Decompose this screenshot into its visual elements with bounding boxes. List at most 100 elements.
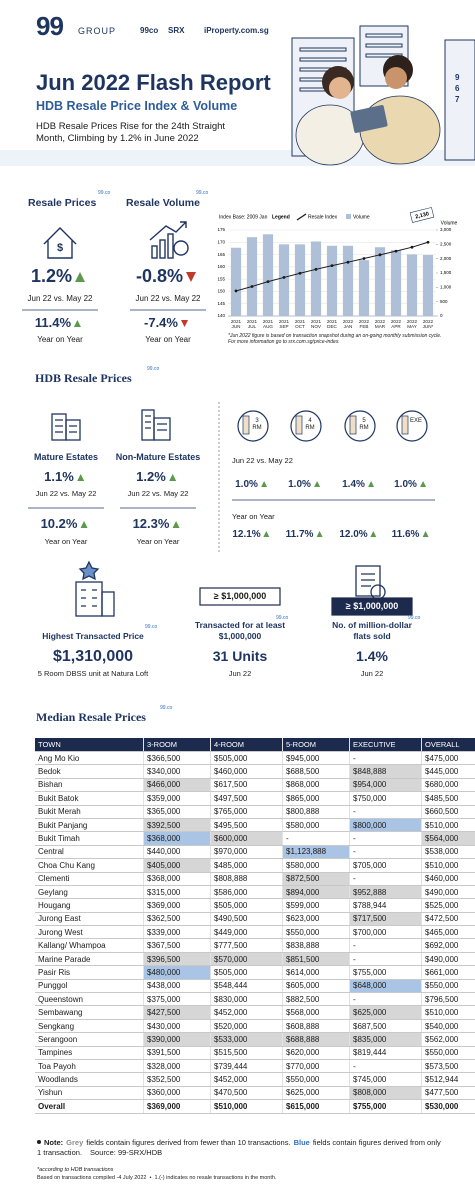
price-cell: $800,000 (349, 818, 422, 833)
price-cell: $550,000 (282, 1072, 350, 1087)
yearly-change-group: 12.3% (132, 516, 184, 532)
x-tick-label: 2021 JUL (246, 319, 258, 330)
price-cell: $625,000 (282, 1086, 350, 1101)
x-tick-label: 2021 NOV (310, 319, 322, 330)
volume-bar (422, 254, 434, 316)
growth-icon (149, 221, 189, 259)
price-cell: $368,000 (143, 872, 211, 886)
table-row: Clementi $368,000 $808,888 $872,500- $460,00… (35, 872, 475, 886)
source-tag: 99.co (276, 615, 289, 621)
legend-line (296, 213, 307, 221)
price-cell: $470,500 (210, 1086, 283, 1101)
y-tick-label: 150 (217, 289, 225, 294)
source-tag: 99.co (196, 190, 209, 196)
price-cell: $505,000 (210, 965, 283, 980)
price-cell: $530,000 (421, 1099, 475, 1114)
price-cell: $533,000 (210, 1032, 283, 1047)
monthly-change: 1.2% (30, 266, 73, 286)
price-cell: $369,000 (143, 898, 211, 913)
price-cell: $838,888 (282, 938, 350, 953)
price-cell: $505,000 (210, 751, 283, 766)
price-cell: $548,444 (210, 979, 283, 994)
yearly-change-group: 10.2% (41, 516, 92, 532)
price-cell: $390,000 (143, 1032, 211, 1047)
price-cell: - (349, 751, 422, 766)
price-cell: $366,500 (143, 751, 211, 766)
legend-swatch (346, 214, 351, 219)
price-cell: $882,500 (282, 992, 350, 1007)
header-row: TOWN 3-ROOM 4-ROOM 5-ROOM EXECUTIVE OVERALL (35, 738, 475, 752)
arrow-shape (74, 320, 82, 327)
report-description: HDB Resale Prices Rise for the 24th Stra… (36, 121, 226, 145)
price-cell: $445,000 (421, 764, 475, 779)
price-cell: $510,000 (421, 858, 475, 873)
arrow-shape (260, 481, 267, 487)
yearly-change: 11.6% (391, 529, 420, 540)
index-point (394, 249, 398, 253)
block-number: 967 (455, 73, 460, 105)
column-header: TOWN (35, 738, 144, 752)
price-cell: $600,000 (210, 831, 283, 846)
price-cell: $573,500 (421, 1059, 475, 1074)
volume-bar (278, 244, 290, 316)
note-text: Blue (293, 1138, 310, 1147)
price-cell: $570,000 (210, 952, 283, 967)
comparison-label: Year on Year (44, 537, 88, 546)
price-cell: $328,000 (143, 1059, 211, 1074)
volume-bar (294, 244, 306, 316)
table-row: Punggol $438,000 $548,444 $605,000 $648,000 $… (35, 979, 475, 994)
town-cell: Bishan (35, 778, 144, 793)
volume-bar (406, 254, 418, 316)
table-row: Woodlands $352,500 $452,000 $550,000 $745,00… (35, 1072, 475, 1087)
index-point (330, 264, 334, 268)
highlight-value: 31 Units (212, 648, 268, 664)
footnote: Based on transactions compiled -4 July 2… (37, 1175, 277, 1181)
table-row: Queenstown $375,000 $830,000 $882,500- $796,… (35, 992, 475, 1007)
price-cell: $945,000 (282, 751, 350, 766)
price-cell: $495,500 (210, 818, 283, 833)
down-arrow (186, 272, 197, 282)
x-tick-label: 2021 JUN (230, 319, 242, 330)
section-heading: HDB Resale Prices (35, 371, 132, 385)
price-cell: $700,000 (349, 925, 422, 940)
price-cell: $796,500 (421, 992, 475, 1007)
y-tick-label: 145 (217, 301, 225, 306)
price-cell: $819,444 (349, 1046, 422, 1060)
arrow-shape (370, 531, 377, 537)
y-tick-label: 155 (217, 276, 225, 281)
price-cell: $515,500 (210, 1046, 283, 1060)
tower-icon (75, 560, 115, 617)
price-cell: $367,500 (143, 938, 211, 953)
up-arrow (260, 481, 267, 487)
price-cell: - (349, 938, 422, 953)
volume-bar (342, 245, 354, 316)
price-cell: $452,000 (210, 1072, 283, 1087)
price-cell: $520,000 (210, 1019, 283, 1034)
yearly-change-group: 11.7% (286, 529, 327, 541)
price-cell: $391,500 (143, 1046, 211, 1060)
brand: SRX (168, 26, 185, 35)
value-label-box (409, 207, 435, 223)
bullet (37, 1140, 41, 1144)
table-row: Bukit Merah $365,000 $765,000 $800,888- $660… (35, 805, 475, 819)
town-cell: Serangoon (35, 1032, 144, 1047)
up-arrow (172, 521, 180, 528)
price-cell: $505,000 (210, 898, 283, 913)
monthly-change-group: 1.0% (394, 479, 430, 491)
town-cell: Kallang/ Whampoa (35, 938, 144, 953)
arrow-shape (422, 531, 429, 537)
highlight-value: $1,310,000 (52, 648, 134, 665)
yearly-change: 12.3% (132, 516, 170, 531)
yearly-change: 11.4% (34, 315, 72, 330)
table-row: Marine Parade $396,500 $570,000 $851,500- $4… (35, 952, 475, 967)
price-cell: $777,500 (210, 938, 283, 953)
price-cell: $369,000 (143, 1099, 211, 1114)
price-cell: $568,000 (282, 1005, 350, 1020)
table-row: Jurong West $339,000 $449,000 $550,000 $700,… (35, 925, 475, 940)
volume-bar (326, 245, 338, 316)
price-cell: $466,000 (143, 778, 211, 793)
price-cell: $800,888 (282, 805, 350, 819)
value-label: 2,130 (415, 211, 430, 220)
arrow-shape (80, 521, 88, 528)
